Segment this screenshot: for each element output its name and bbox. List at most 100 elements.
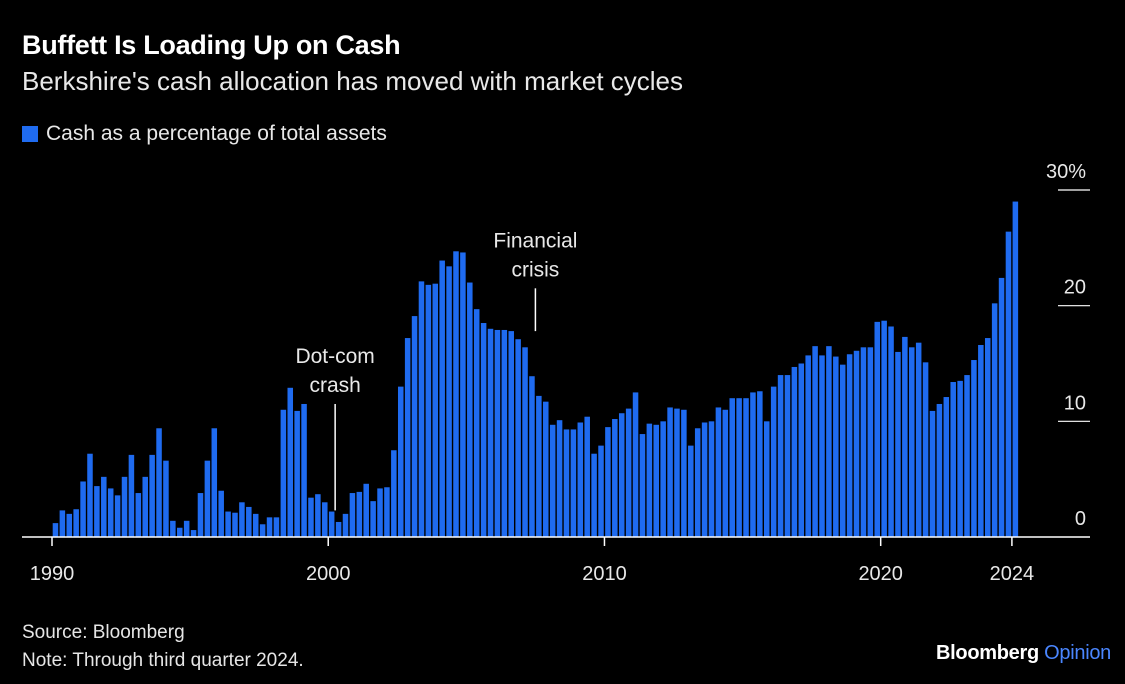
bar	[888, 326, 894, 537]
bar	[743, 398, 749, 537]
bar	[709, 421, 715, 537]
bar	[439, 261, 445, 537]
y-tick-label: 30%	[1046, 161, 1086, 183]
bar	[329, 512, 335, 537]
bar	[301, 404, 307, 537]
bar	[149, 455, 155, 537]
bar	[854, 351, 860, 537]
bar	[363, 484, 369, 537]
bar	[115, 495, 121, 537]
bar	[474, 309, 480, 537]
bar	[861, 347, 867, 537]
bar	[384, 487, 390, 537]
bar	[336, 522, 342, 537]
bar	[212, 428, 218, 537]
brand-opinion: Opinion	[1044, 642, 1111, 664]
bar	[460, 252, 466, 537]
bar	[812, 346, 818, 537]
bar-chart: 0102030%1990 2000 2010 2020 2024Dot-comcrash…	[0, 0, 1125, 684]
bar	[799, 364, 805, 538]
bar	[108, 488, 114, 537]
bar	[467, 283, 473, 537]
bar	[971, 360, 977, 537]
bar	[695, 428, 701, 537]
bar	[288, 388, 294, 537]
bar	[343, 514, 349, 537]
bar	[578, 422, 584, 537]
bar	[398, 387, 404, 537]
bar	[1013, 202, 1019, 537]
bar	[937, 404, 943, 537]
bar	[308, 498, 314, 537]
bar	[80, 481, 86, 537]
bar	[87, 454, 93, 537]
bar	[957, 381, 963, 537]
bar	[53, 523, 59, 537]
bar	[805, 355, 811, 537]
x-tick-label: 2010	[582, 563, 627, 585]
bar	[771, 387, 777, 537]
bar	[177, 528, 183, 537]
bar	[370, 501, 376, 537]
y-tick-label: 20	[1064, 277, 1086, 299]
bar	[419, 281, 425, 537]
bar	[536, 396, 542, 537]
bar	[874, 322, 880, 537]
bar	[163, 461, 169, 537]
bar	[647, 424, 653, 537]
annotation-label: Dot-com	[295, 345, 374, 368]
y-tick-label: 10	[1064, 392, 1086, 414]
bar	[522, 347, 528, 537]
bar	[978, 345, 984, 537]
bar	[391, 450, 397, 537]
bar	[405, 338, 411, 537]
bar	[902, 337, 908, 537]
bar	[633, 392, 639, 537]
bar	[681, 410, 687, 537]
bar	[819, 355, 825, 537]
bar	[750, 392, 756, 537]
bar	[688, 446, 694, 537]
bar	[508, 331, 514, 537]
bar	[881, 321, 887, 537]
bar	[101, 477, 107, 537]
bar	[640, 434, 646, 537]
bar	[122, 477, 128, 537]
bar	[916, 343, 922, 537]
bar	[357, 492, 363, 537]
footnote: Note: Through third quarter 2024.	[22, 650, 304, 672]
bar	[515, 339, 521, 537]
bar	[94, 486, 100, 537]
bar	[619, 413, 625, 537]
bar	[736, 398, 742, 537]
bar	[315, 494, 321, 537]
bar	[868, 347, 874, 537]
bar	[564, 429, 570, 537]
bar	[73, 509, 79, 537]
bar	[529, 376, 535, 537]
bar	[322, 502, 328, 537]
bar	[198, 493, 204, 537]
bar	[654, 425, 660, 537]
bar	[674, 409, 680, 537]
x-tick-label: 2000	[306, 563, 351, 585]
annotation-label: crisis	[511, 258, 559, 281]
bar	[488, 329, 494, 537]
bar	[426, 285, 432, 537]
bar	[260, 524, 266, 537]
x-tick-label: 2020	[858, 563, 903, 585]
bar	[729, 398, 735, 537]
bar	[626, 409, 632, 537]
bar	[702, 422, 708, 537]
brand-logo: Bloomberg Opinion	[936, 642, 1111, 665]
bar	[294, 411, 300, 537]
bar	[909, 347, 915, 537]
brand-bloomberg: Bloomberg	[936, 642, 1039, 664]
bar	[895, 352, 901, 537]
bar	[350, 493, 356, 537]
bar	[716, 407, 722, 537]
bar	[840, 365, 846, 537]
bar	[785, 375, 791, 537]
bar	[723, 410, 729, 537]
bar	[598, 446, 604, 537]
